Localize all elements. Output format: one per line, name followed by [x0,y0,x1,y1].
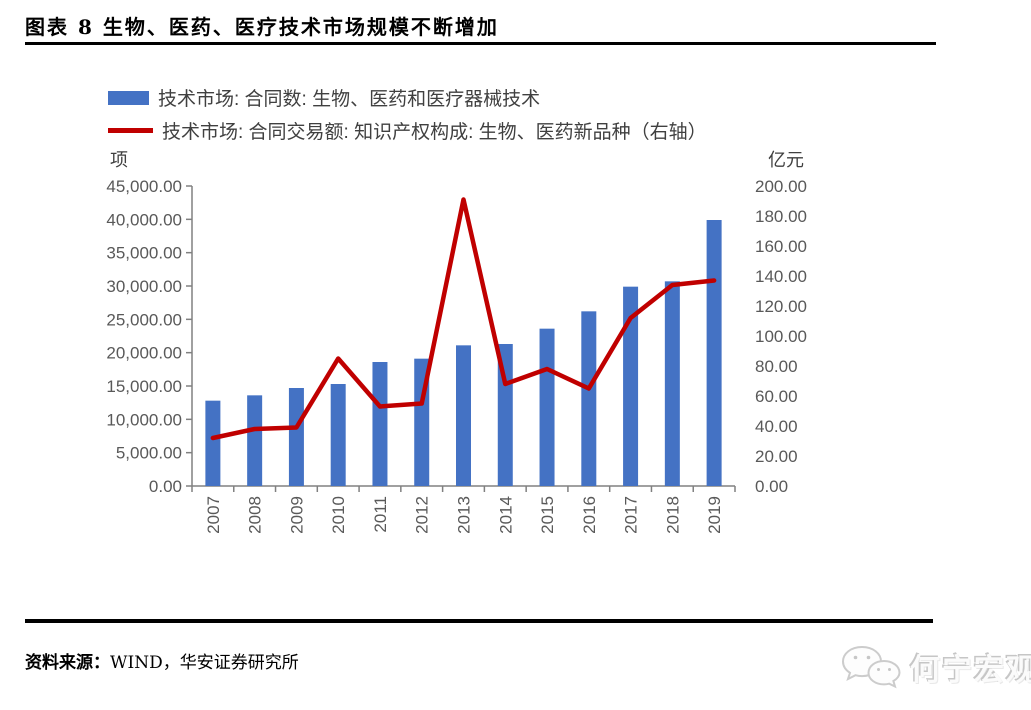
watermark-text: 何宁宏观 [910,653,1031,688]
right-axis-tick-label: 60.00 [755,387,798,406]
x-axis-tick-label: 2016 [580,496,599,534]
bar-2017 [623,286,639,486]
right-axis-tick-label: 140.00 [755,267,807,286]
x-axis-tick-label: 2013 [455,496,474,534]
x-axis-tick-label: 2010 [329,496,348,534]
right-axis-tick-label: 20.00 [755,447,798,466]
x-axis-tick-label: 2008 [246,496,265,534]
figure-title: 图表 8 生物、医药、医疗技术市场规模不断增加 [25,15,499,39]
right-axis-tick-label: 80.00 [755,357,798,376]
bottom-divider [25,619,933,623]
x-axis-tick-label: 2011 [371,496,390,533]
right-axis-tick-label: 160.00 [755,237,807,256]
legend-item-bar-series: 技术市场: 合同数: 生物、医药和医疗器械技术 [108,86,707,110]
right-axis-tick-label: 0.00 [755,477,788,496]
bar-2010 [330,384,346,486]
bar-2007 [205,400,221,486]
legend-item-line-series: 技术市场: 合同交易额: 知识产权构成: 生物、医药新品种（右轴） [108,119,707,143]
y-axis-tick-label: 35,000.00 [106,244,182,263]
right-axis-tick-label: 120.00 [755,297,807,316]
bar-2011 [372,362,388,486]
bar-2015 [539,328,555,486]
source-line: 资料来源：WIND，华安证券研究所 [25,648,299,673]
y-axis-tick-label: 10,000.00 [106,410,182,429]
source-label: 资料来源： [25,653,110,673]
bar-2009 [288,388,304,486]
legend-label-line-series: 技术市场: 合同交易额: 知识产权构成: 生物、医药新品种（右轴） [162,122,707,143]
bar-2008 [247,395,263,486]
left-axis-unit-label: 项 [110,150,128,170]
bar-2018 [664,281,680,486]
watermark: 何宁宏观 [840,642,1031,692]
x-axis-tick-label: 2012 [413,496,432,534]
line-series [210,197,717,441]
bar-series-swatch [108,90,149,105]
line-series-swatch [108,128,153,133]
x-axis-tick-label: 2009 [287,496,306,534]
wechat-icon [841,645,901,689]
x-axis-tick-label: 2018 [663,496,682,534]
bar-2016 [581,311,597,486]
source-text: WIND，华安证券研究所 [110,653,299,673]
x-axis-tick-label: 2007 [204,496,223,534]
right-axis-tick-label: 200.00 [755,177,807,196]
y-axis-tick-label: 15,000.00 [106,377,182,396]
y-axis-tick-label: 25,000.00 [106,310,182,329]
y-axis-tick-label: 30,000.00 [106,277,182,296]
title-underline [25,42,936,45]
y-axis-tick-label: 40,000.00 [106,210,182,229]
y-axis-tick-label: 45,000.00 [106,177,182,196]
x-axis-tick-label: 2017 [622,496,641,534]
y-axis-tick-label: 20,000.00 [106,344,182,363]
bar-2019 [706,220,722,486]
x-axis-tick-label: 2019 [705,496,724,534]
right-axis-tick-label: 100.00 [755,327,807,346]
chart-legend: 技术市场: 合同数: 生物、医药和医疗器械技术 技术市场: 合同交易额: 知识产… [108,86,707,143]
right-axis-tick-label: 180.00 [755,207,807,226]
right-axis-unit-label: 亿元 [768,150,804,170]
bar-2014 [497,344,513,486]
right-axis-tick-label: 40.00 [755,417,798,436]
x-axis-tick-label: 2014 [496,496,515,534]
legend-label-bar-series: 技术市场: 合同数: 生物、医药和医疗器械技术 [158,89,541,110]
x-axis-tick-label: 2015 [538,496,557,534]
y-axis-tick-label: 0.00 [149,477,182,496]
y-axis-tick-label: 5,000.00 [116,444,182,463]
bar-2013 [456,345,471,486]
